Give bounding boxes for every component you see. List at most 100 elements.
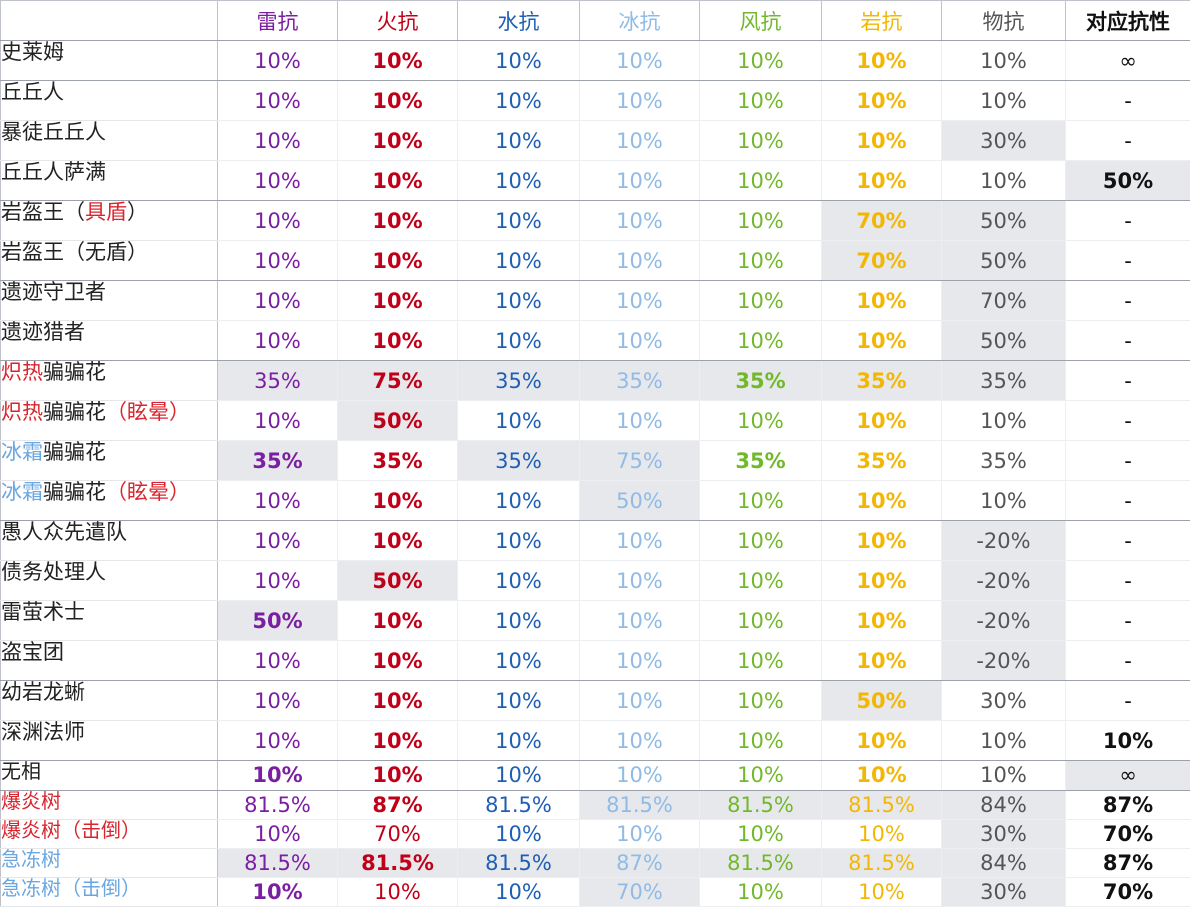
enemy-name-cell: 无相 bbox=[1, 761, 218, 791]
enemy-name-segment: 遗迹守卫者 bbox=[1, 281, 106, 305]
fire-resistance-cell: 10% bbox=[338, 81, 458, 121]
enemy-name-segment: 愚人众先遣队 bbox=[1, 521, 127, 545]
enemy-name-segment: 炽热 bbox=[1, 401, 43, 425]
wind-resistance-cell: 10% bbox=[700, 401, 822, 441]
corresponding-resistance-cell: - bbox=[1066, 121, 1190, 161]
enemy-name-cell: 遗迹守卫者 bbox=[1, 281, 218, 321]
corresponding-resistance-cell: 87% bbox=[1066, 791, 1190, 820]
physical-resistance-cell: -20% bbox=[942, 521, 1066, 561]
fire-resistance-cell: 10% bbox=[338, 481, 458, 521]
ice-resistance-cell: 10% bbox=[580, 321, 700, 361]
water-resistance-cell: 10% bbox=[458, 281, 580, 321]
table-row: 岩盔王（具盾）10%10%10%10%10%70%50%- bbox=[1, 201, 1190, 241]
enemy-name-segment: 骗骗花 bbox=[43, 441, 106, 465]
rock-resistance-cell: 10% bbox=[822, 521, 942, 561]
water-resistance-cell: 10% bbox=[458, 561, 580, 601]
water-resistance-cell: 10% bbox=[458, 878, 580, 907]
ice-resistance-cell: 87% bbox=[580, 849, 700, 878]
thunder-resistance-cell: 10% bbox=[218, 481, 338, 521]
enemy-name-cell: 炽热骗骗花 bbox=[1, 361, 218, 401]
corresponding-resistance-cell: - bbox=[1066, 641, 1190, 681]
wind-resistance-cell: 35% bbox=[700, 361, 822, 401]
thunder-resistance-cell: 10% bbox=[218, 321, 338, 361]
header-corner-cell bbox=[1, 1, 218, 41]
rock-resistance-cell: 10% bbox=[822, 41, 942, 81]
ice-resistance-cell: 10% bbox=[580, 241, 700, 281]
corresponding-resistance-cell: - bbox=[1066, 601, 1190, 641]
rock-resistance-cell: 10% bbox=[822, 401, 942, 441]
thunder-resistance-cell: 81.5% bbox=[218, 849, 338, 878]
physical-resistance-cell: 10% bbox=[942, 401, 1066, 441]
water-resistance-cell: 10% bbox=[458, 601, 580, 641]
wind-resistance-cell: 10% bbox=[700, 641, 822, 681]
water-resistance-cell: 10% bbox=[458, 521, 580, 561]
physical-resistance-cell: 10% bbox=[942, 721, 1066, 761]
enemy-name-segment: 急冻树 bbox=[1, 849, 61, 872]
wind-resistance-cell: 10% bbox=[700, 561, 822, 601]
physical-resistance-cell: 30% bbox=[942, 878, 1066, 907]
corresponding-resistance-cell: - bbox=[1066, 241, 1190, 281]
wind-resistance-cell: 10% bbox=[700, 721, 822, 761]
rock-resistance-cell: 10% bbox=[822, 721, 942, 761]
wind-resistance-cell: 81.5% bbox=[700, 849, 822, 878]
enemy-name-cell: 盗宝团 bbox=[1, 641, 218, 681]
thunder-resistance-cell: 81.5% bbox=[218, 791, 338, 820]
wind-resistance-cell: 10% bbox=[700, 681, 822, 721]
enemy-name-segment: ） bbox=[127, 201, 148, 225]
physical-resistance-cell: 70% bbox=[942, 281, 1066, 321]
corresponding-resistance-cell: - bbox=[1066, 321, 1190, 361]
rock-resistance-cell: 10% bbox=[822, 481, 942, 521]
corresponding-resistance-cell: - bbox=[1066, 361, 1190, 401]
enemy-name-segment: 雷萤术士 bbox=[1, 601, 85, 625]
ice-resistance-cell: 10% bbox=[580, 561, 700, 601]
rock-resistance-cell: 35% bbox=[822, 361, 942, 401]
enemy-name-segment: 冰霜 bbox=[1, 481, 43, 505]
enemy-name-segment: 无相 bbox=[1, 761, 41, 784]
enemy-name-cell: 爆炎树（击倒） bbox=[1, 820, 218, 849]
rock-resistance-cell: 10% bbox=[822, 121, 942, 161]
thunder-resistance-cell: 35% bbox=[218, 441, 338, 481]
enemy-name-cell: 冰霜骗骗花（眩晕） bbox=[1, 481, 218, 521]
thunder-resistance-cell: 50% bbox=[218, 601, 338, 641]
physical-resistance-cell: 35% bbox=[942, 361, 1066, 401]
ice-resistance-cell: 50% bbox=[580, 481, 700, 521]
thunder-resistance-cell: 10% bbox=[218, 121, 338, 161]
ice-resistance-cell: 10% bbox=[580, 721, 700, 761]
physical-resistance-cell: 84% bbox=[942, 849, 1066, 878]
rock-resistance-cell: 70% bbox=[822, 241, 942, 281]
thunder-resistance-cell: 10% bbox=[218, 201, 338, 241]
enemy-name-segment: 岩盔王（ bbox=[1, 201, 85, 225]
fire-resistance-cell: 10% bbox=[338, 641, 458, 681]
ice-resistance-cell: 10% bbox=[580, 820, 700, 849]
enemy-name-segment: 骗骗花 bbox=[43, 481, 106, 505]
enemy-name-cell: 史莱姆 bbox=[1, 41, 218, 81]
fire-resistance-cell: 75% bbox=[338, 361, 458, 401]
wind-resistance-cell: 10% bbox=[700, 820, 822, 849]
fire-resistance-cell: 10% bbox=[338, 281, 458, 321]
corresponding-resistance-cell: - bbox=[1066, 401, 1190, 441]
rock-resistance-cell: 10% bbox=[822, 878, 942, 907]
wind-resistance-cell: 10% bbox=[700, 761, 822, 791]
rock-resistance-cell: 10% bbox=[822, 641, 942, 681]
thunder-resistance-cell: 10% bbox=[218, 401, 338, 441]
ice-resistance-cell: 10% bbox=[580, 41, 700, 81]
physical-resistance-cell: 35% bbox=[942, 441, 1066, 481]
physical-resistance-cell: 50% bbox=[942, 241, 1066, 281]
enemy-name-segment: 炽热 bbox=[1, 361, 43, 385]
wind-resistance-cell: 10% bbox=[700, 241, 822, 281]
wind-resistance-cell: 10% bbox=[700, 201, 822, 241]
header-thunder-resistance: 雷抗 bbox=[218, 1, 338, 41]
enemy-name-cell: 遗迹猎者 bbox=[1, 321, 218, 361]
enemy-name-cell: 暴徒丘丘人 bbox=[1, 121, 218, 161]
enemy-name-segment: 丘丘人 bbox=[1, 81, 64, 105]
physical-resistance-cell: 50% bbox=[942, 201, 1066, 241]
header-ice-resistance: 冰抗 bbox=[580, 1, 700, 41]
thunder-resistance-cell: 10% bbox=[218, 81, 338, 121]
